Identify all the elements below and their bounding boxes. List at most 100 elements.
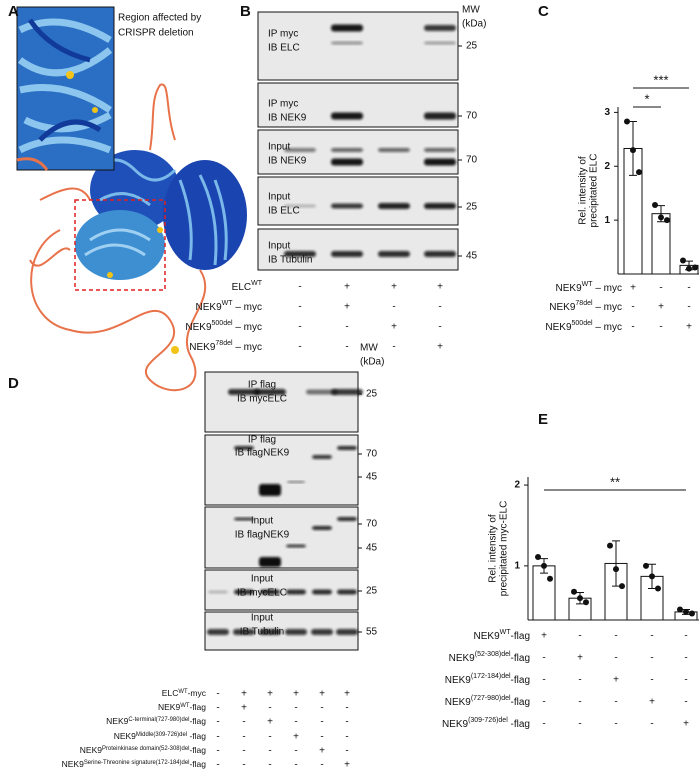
blot-band <box>424 203 456 209</box>
condition-sign: + <box>267 689 273 700</box>
condition-sign: - <box>542 697 545 708</box>
condition-sign: - <box>542 653 545 664</box>
label-suffix: – myc <box>233 302 262 313</box>
data-point <box>692 264 698 271</box>
condition-sign: - <box>294 760 297 771</box>
label-suffix: -flag <box>511 653 530 664</box>
label-text: NEK9 <box>80 745 102 755</box>
blot-band <box>312 526 332 530</box>
y-tick-label: 1 <box>514 561 520 572</box>
condition-sign: - <box>687 283 690 294</box>
condition-sign: - <box>298 322 301 333</box>
blot <box>204 371 359 433</box>
condition-sign: + <box>319 689 325 700</box>
data-point <box>649 573 655 580</box>
condition-sign: - <box>578 631 581 642</box>
condition-sign: + <box>658 302 664 313</box>
condition-sign: - <box>320 703 323 714</box>
blot-label: IB flagNEK9 <box>235 530 290 541</box>
y-axis-label: precipitated ELC <box>589 154 600 228</box>
condition-sign: - <box>242 717 245 728</box>
label-text: NEK9 <box>189 342 216 353</box>
condition-label: NEK9WT – myc <box>196 300 262 312</box>
data-point <box>689 610 695 617</box>
condition-sign: + <box>267 717 273 728</box>
blot-band <box>207 629 229 635</box>
condition-sign: - <box>320 717 323 728</box>
condition-sign: - <box>614 653 617 664</box>
data-point <box>680 257 686 264</box>
condition-label: NEK978del – myc <box>189 340 262 352</box>
condition-sign: - <box>242 732 245 743</box>
bar <box>532 565 556 621</box>
condition-sign: - <box>345 703 348 714</box>
data-point <box>658 214 664 221</box>
blot-band <box>331 389 363 395</box>
blot-band <box>331 112 363 120</box>
blot <box>257 176 459 226</box>
label-text: NEK9 <box>158 702 180 712</box>
blot-band <box>331 203 363 209</box>
condition-sign: + <box>391 282 397 293</box>
label-suffix: -flag <box>189 702 206 712</box>
blot-band <box>424 112 456 120</box>
condition-sign: + <box>344 760 350 771</box>
blot-band <box>254 389 286 395</box>
condition-label: NEK9Proteinkinase domain(52-308)del-flag <box>80 745 206 755</box>
label-superscript: C-terminal(727-980)del <box>128 717 189 723</box>
label-suffix: – myc <box>593 322 622 333</box>
condition-sign: - <box>614 631 617 642</box>
label-text: NEK9 <box>556 283 583 294</box>
condition-sign: - <box>438 322 441 333</box>
condition-sign: - <box>659 322 662 333</box>
label-superscript: (727-980)del <box>471 695 511 702</box>
mw-label: 45 <box>366 543 378 554</box>
y-tick-label: 2 <box>514 480 520 491</box>
condition-sign: - <box>268 703 271 714</box>
condition-sign: - <box>650 719 653 730</box>
condition-sign: - <box>242 760 245 771</box>
panel-label: E <box>538 411 548 428</box>
y-tick-label: 1 <box>604 215 610 226</box>
condition-sign: - <box>294 703 297 714</box>
panel-label: B <box>240 3 251 20</box>
blot-band <box>312 455 332 459</box>
condition-sign: - <box>298 282 301 293</box>
mw-header: MW <box>360 343 378 354</box>
label-suffix: -flag <box>511 675 530 686</box>
blot <box>257 82 459 128</box>
mw-label: 70 <box>466 111 478 122</box>
label-text: NEK9 <box>449 653 476 664</box>
condition-sign: - <box>438 302 441 313</box>
blot-band <box>331 41 363 45</box>
condition-sign: - <box>268 746 271 757</box>
label-text: NEK9 <box>106 716 128 726</box>
data-point <box>624 118 630 125</box>
label-text: NEK9 <box>474 631 501 642</box>
condition-label: NEK9Middle(309-726)del -flag <box>114 731 207 741</box>
label-suffix: -flag <box>511 697 530 708</box>
significance-label: ** <box>610 474 620 489</box>
mw-label: 70 <box>466 155 478 166</box>
blot-band <box>378 148 410 152</box>
blot-label: Input <box>251 516 273 527</box>
condition-sign: - <box>684 675 687 686</box>
label-suffix: -flag <box>189 759 206 769</box>
blot-label: IP flag <box>248 380 276 391</box>
label-superscript: WT <box>178 689 188 695</box>
condition-label: NEK9C-terminal(727-980)del-flag <box>106 716 206 726</box>
condition-sign: + <box>344 689 350 700</box>
condition-sign: - <box>216 760 219 771</box>
mw-header: MW <box>462 5 480 16</box>
blot-band <box>424 251 456 257</box>
blot-band <box>424 25 456 31</box>
blot-band <box>285 629 307 635</box>
mw-label: 25 <box>366 586 378 597</box>
label-suffix: -myc <box>188 688 207 698</box>
blot-band <box>337 517 357 521</box>
condition-sign: - <box>268 760 271 771</box>
condition-sign: - <box>345 732 348 743</box>
label-text: NEK9 <box>549 302 576 313</box>
condition-sign: - <box>578 675 581 686</box>
